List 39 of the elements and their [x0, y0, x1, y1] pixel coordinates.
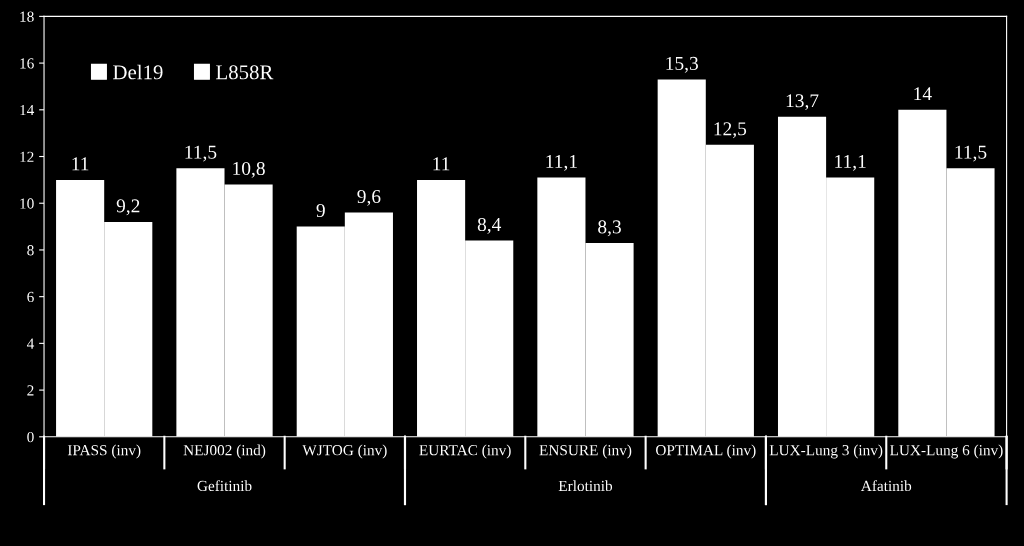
data-label: 11 [433, 157, 450, 171]
x-tick-label: ENSURE (inv) [539, 444, 632, 459]
y-tick-label: 16 [20, 58, 34, 69]
text: Erlotinib [558, 480, 613, 492]
x-tick-label: IPASS (inv) [67, 444, 141, 459]
data-label: 8,4 [477, 217, 502, 234]
data-label: 10,8 [233, 161, 265, 178]
data-label: 15,3 [666, 56, 698, 73]
data-label: 8,3 [598, 220, 621, 237]
legend-label: L858R [216, 65, 274, 80]
text: Gefitinib [197, 480, 252, 492]
x-tick-label: LUX-Lung 6 (inv) [890, 444, 1003, 459]
y-tick-label: 10 [20, 198, 34, 209]
data-label: 12,5 [714, 122, 747, 139]
x-tick-label: LUX-Lung 3 (inv) [769, 444, 883, 459]
data-label: 11,1 [546, 155, 577, 171]
y-tick-label: 14 [20, 105, 35, 116]
data-label: 11 [72, 157, 89, 171]
data-label: 9,6 [357, 190, 381, 206]
y-tick-label: 2 [27, 385, 34, 396]
x-tick-label: WJTOG (inv) [302, 444, 387, 459]
data-label: 11,1 [835, 155, 866, 171]
y-tick-label: 6 [27, 291, 34, 303]
y-tick-label: 18 [20, 11, 34, 22]
y-tick-label: 12 [20, 151, 34, 162]
data-label: 9,2 [116, 199, 140, 216]
y-tick-label: 4 [26, 338, 35, 349]
data-label: 11,5 [955, 145, 987, 162]
data-label: 14 [914, 87, 932, 101]
x-tick-label: OPTIMAL (inv) [656, 444, 756, 459]
y-tick-label: 0 [27, 431, 34, 443]
data-label: 11,5 [185, 145, 217, 162]
legend-label: Del19 [113, 64, 163, 80]
data-label: 13,7 [786, 94, 819, 111]
x-tick-label: NEJ002 (ind) [183, 444, 266, 459]
x-tick-label: EURTAC (inv) [419, 444, 511, 459]
text: Afatinib [860, 480, 912, 492]
y-tick-label: 8 [27, 245, 34, 256]
data-label: 9 [316, 204, 325, 218]
